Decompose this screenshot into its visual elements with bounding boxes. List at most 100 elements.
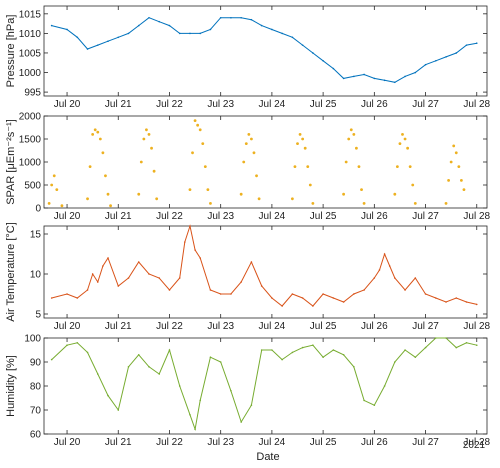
data-point: [406, 146, 410, 150]
x-tick-label: Jul 25: [310, 99, 337, 110]
x-tick-label: Jul 27: [412, 211, 439, 222]
x-tick-label: Jul 24: [259, 211, 286, 222]
data-point: [475, 344, 478, 347]
data-point: [55, 188, 59, 192]
data-point: [107, 394, 109, 397]
data-point: [247, 133, 251, 136]
data-point: [355, 146, 358, 150]
data-point: [447, 179, 450, 182]
data-point: [322, 59, 324, 62]
data-point: [206, 188, 210, 192]
data-point: [349, 128, 353, 132]
data-point: [271, 297, 273, 299]
data-point: [199, 32, 202, 35]
data-point: [465, 44, 468, 46]
data-point: [342, 301, 345, 303]
y-tick-label: 10: [30, 270, 42, 281]
data-point: [454, 151, 458, 155]
data-point: [363, 289, 365, 291]
data-point: [322, 356, 324, 359]
data-point: [60, 204, 64, 208]
data-point: [404, 289, 406, 291]
data-point: [281, 358, 283, 361]
data-point: [301, 137, 305, 141]
data-point: [455, 297, 458, 299]
data-point: [66, 293, 68, 295]
data-point: [178, 32, 181, 35]
data-point: [363, 73, 365, 76]
data-point: [255, 174, 258, 178]
data-point: [76, 36, 79, 39]
x-tick-label: Jul 24: [259, 437, 286, 448]
data-point: [209, 356, 212, 359]
data-point: [445, 301, 447, 303]
data-point: [332, 67, 335, 70]
data-point: [50, 183, 54, 187]
data-point: [301, 44, 304, 46]
data-point: [86, 289, 89, 291]
data-point: [86, 48, 89, 50]
data-point: [312, 305, 314, 307]
data-point: [290, 197, 294, 201]
data-point: [152, 169, 156, 173]
data-point: [137, 24, 140, 27]
y-tick-label: 2000: [19, 112, 42, 123]
data-point: [414, 71, 417, 74]
data-point: [383, 253, 386, 255]
data-point: [301, 297, 304, 299]
data-point: [127, 366, 130, 368]
data-point: [106, 192, 110, 196]
data-point: [189, 414, 191, 416]
data-point: [199, 257, 202, 259]
data-point: [362, 202, 366, 205]
data-point: [373, 404, 376, 407]
data-point: [393, 192, 397, 196]
data-point: [93, 128, 97, 132]
data-point: [250, 137, 253, 141]
x-axis-label: Date: [256, 451, 279, 463]
data-point: [104, 174, 107, 178]
data-point: [203, 165, 207, 169]
data-point: [373, 277, 376, 279]
data-point: [155, 197, 159, 201]
data-point: [137, 192, 141, 196]
data-point: [96, 44, 99, 46]
data-point: [139, 160, 143, 164]
data-point: [168, 289, 171, 291]
data-point: [240, 16, 242, 19]
data-point: [137, 261, 140, 263]
data-point: [404, 349, 406, 351]
data-point: [414, 356, 417, 359]
data-point: [66, 344, 68, 347]
data-point: [209, 28, 212, 31]
data-point: [347, 137, 351, 141]
data-point: [457, 165, 461, 169]
data-point: [199, 399, 202, 402]
x-tick-label: Jul 28: [463, 321, 490, 332]
data-point: [168, 24, 171, 27]
data-point: [394, 81, 396, 84]
data-point: [178, 277, 181, 279]
data-point: [378, 269, 381, 271]
data-point: [434, 297, 437, 299]
data-point: [142, 137, 146, 141]
axes-box: [43, 225, 488, 319]
data-point: [281, 32, 283, 35]
x-tick-label: Jul 23: [207, 321, 234, 332]
x-tick-label: Jul 27: [412, 99, 439, 110]
data-point: [308, 183, 312, 187]
data-point: [411, 183, 415, 187]
x-tick-label: Jul 24: [259, 321, 286, 332]
x-tick-label: Jul 21: [105, 99, 132, 110]
data-point: [230, 293, 232, 295]
x-tick-label: Jul 25: [310, 437, 337, 448]
data-point: [360, 188, 363, 192]
y-tick-label: 1015: [19, 9, 42, 20]
data-point: [394, 277, 396, 279]
chart-panel-4: Jul 20 Jul 21 Jul 22 Jul 23 Jul 24 Jul 25 Jul …: [5, 334, 491, 449]
data-point: [158, 20, 161, 23]
data-point: [230, 390, 232, 392]
x-tick-label: Jul 23: [207, 437, 234, 448]
data-point: [101, 151, 105, 155]
